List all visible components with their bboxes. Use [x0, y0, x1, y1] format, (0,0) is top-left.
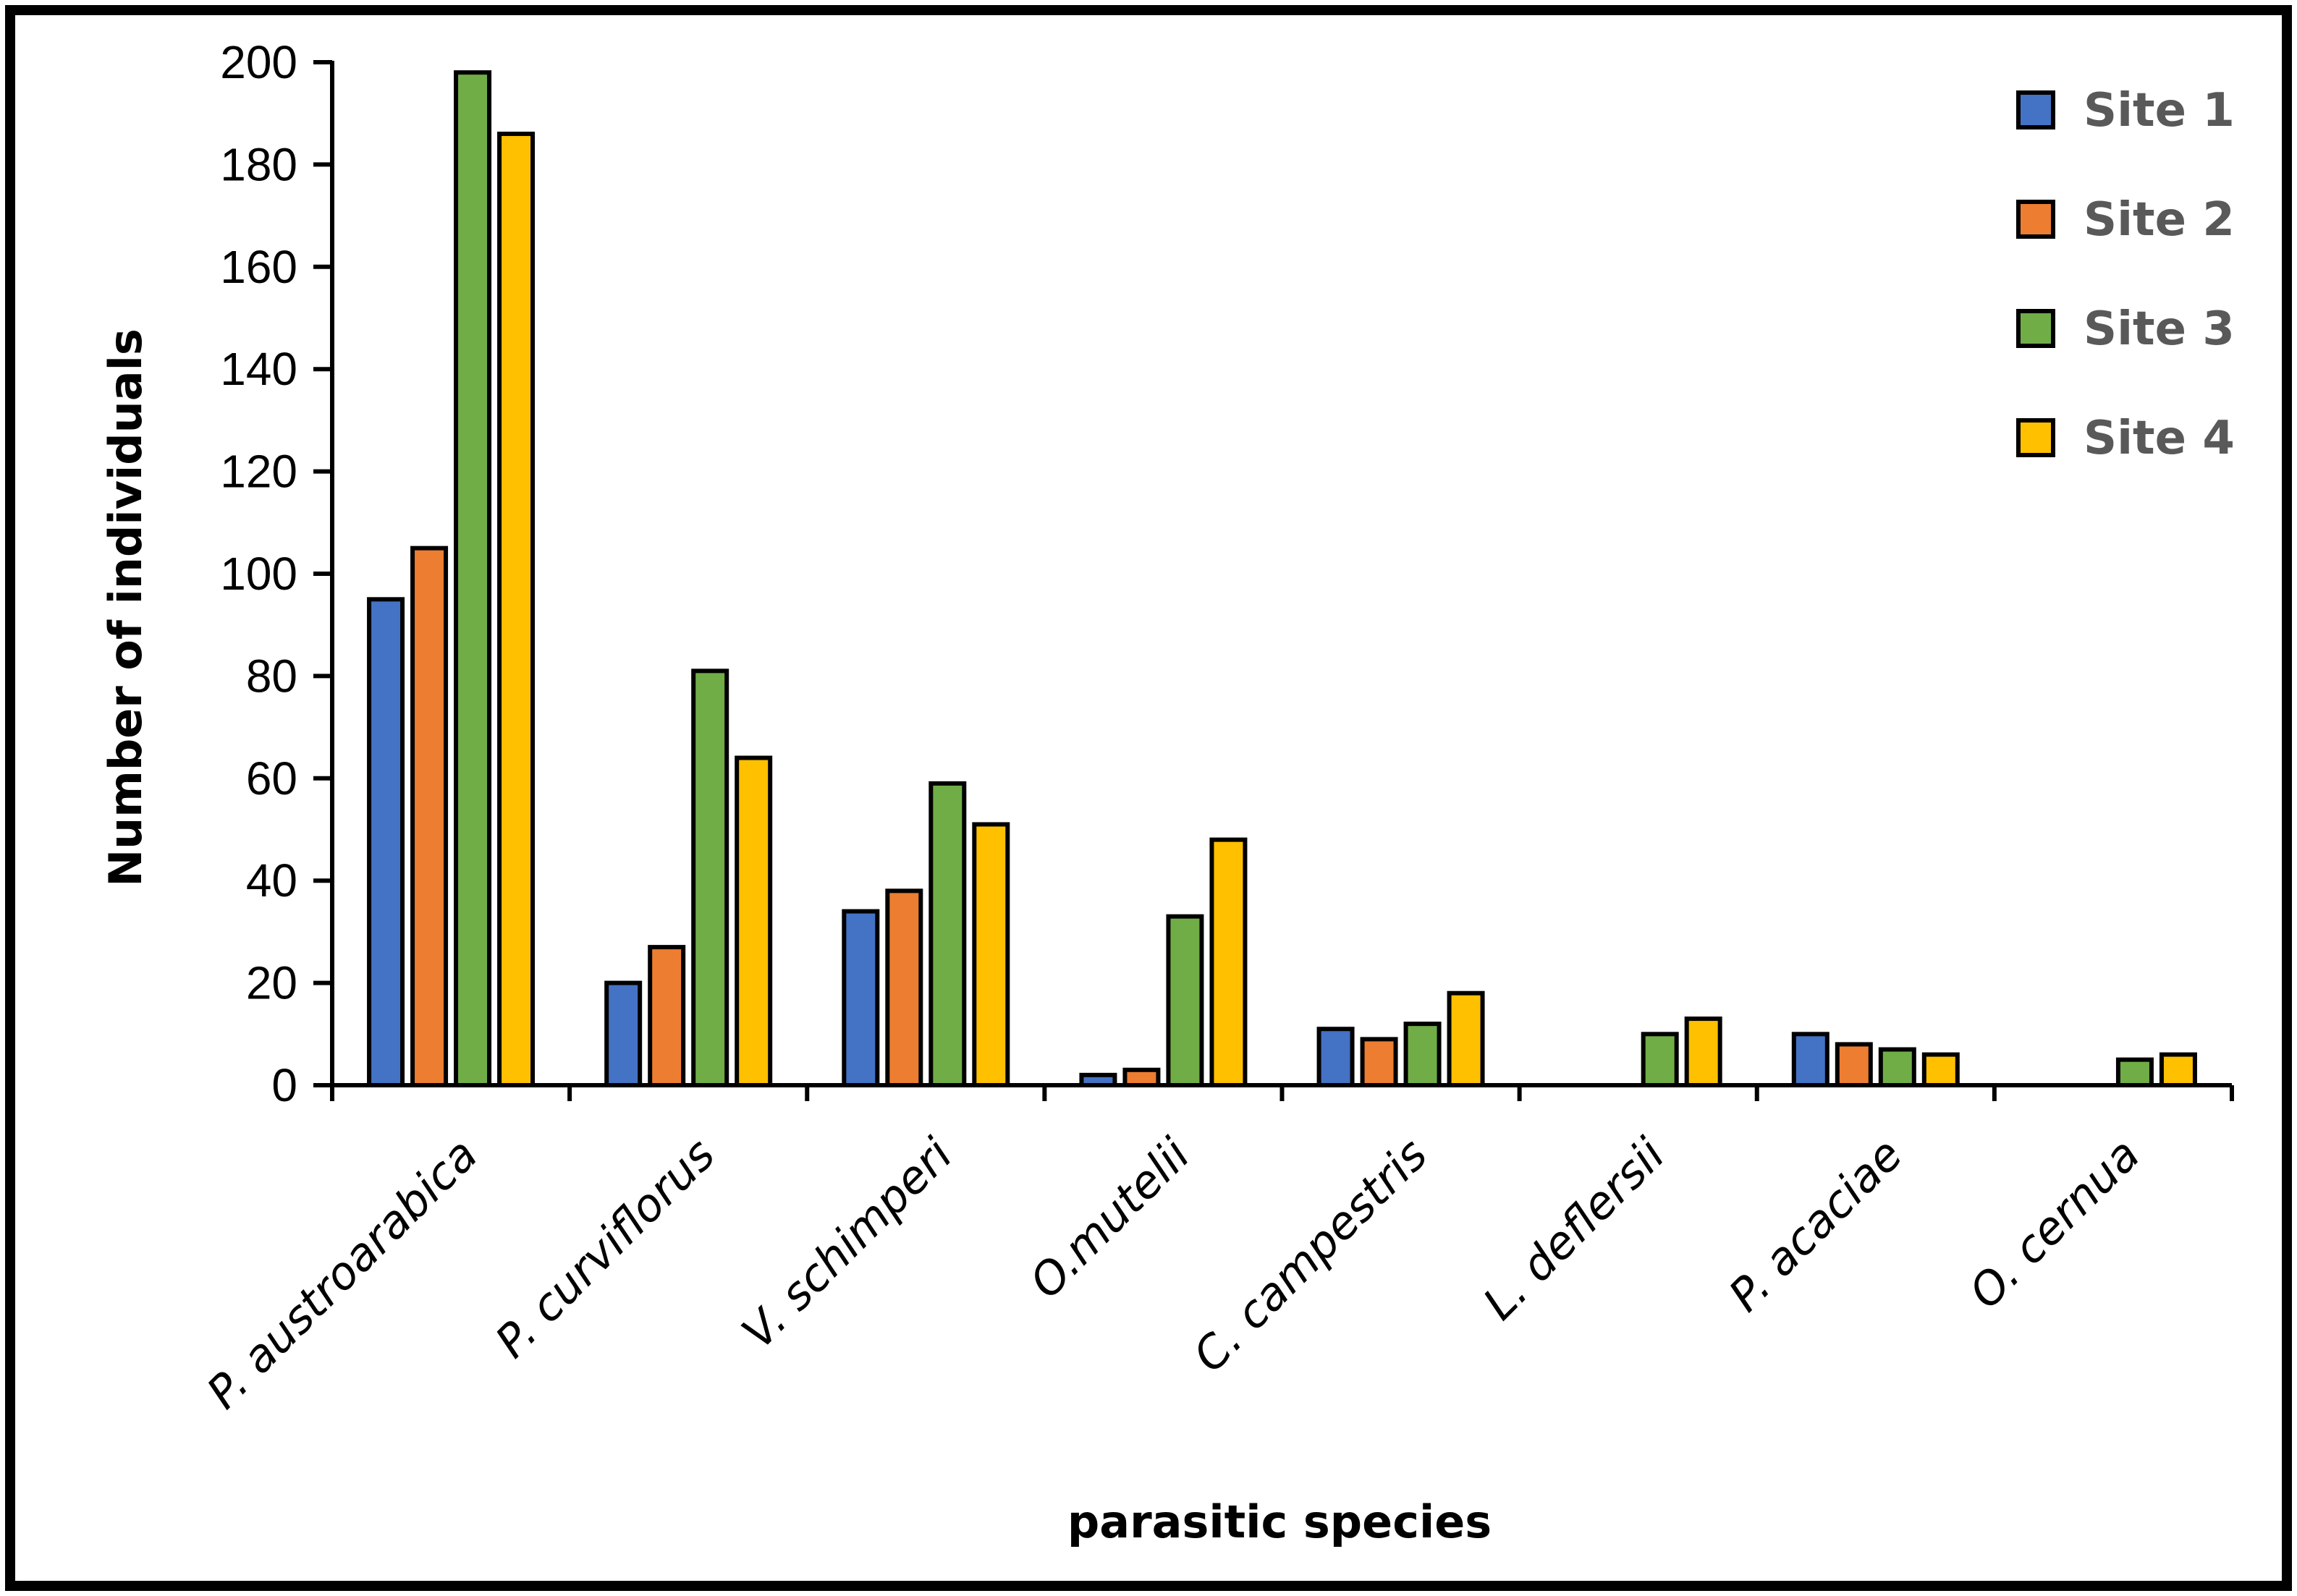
y-tick-label: 180 [220, 138, 297, 190]
bar [1209, 837, 1248, 1087]
bar [410, 546, 449, 1087]
y-tick-label: 0 [271, 1059, 297, 1111]
bar [454, 70, 492, 1087]
bar [842, 909, 880, 1087]
legend-swatch [2016, 418, 2055, 457]
y-tick-label: 120 [220, 446, 297, 498]
y-tick-label: 140 [220, 343, 297, 395]
bar [604, 980, 643, 1087]
legend-swatch [2016, 309, 2055, 348]
bar [735, 755, 773, 1088]
bar [885, 888, 923, 1087]
legend-swatch [2016, 200, 2055, 239]
bar [1403, 1022, 1442, 1088]
x-axis-title: parasitic species [1067, 1495, 1492, 1548]
bar [1122, 1067, 1161, 1088]
bar [1835, 1042, 1873, 1087]
y-tick-label: 160 [220, 241, 297, 293]
legend-label: Site 1 [2084, 84, 2235, 137]
bar [928, 781, 967, 1087]
legend-label: Site 3 [2084, 302, 2235, 356]
y-tick-label: 60 [246, 752, 297, 805]
legend-label: Site 2 [2084, 193, 2235, 247]
y-tick-label: 40 [246, 854, 297, 907]
bar [2115, 1057, 2154, 1088]
chart-border [5, 5, 2292, 1591]
bar [1921, 1052, 1960, 1087]
bar [1316, 1027, 1355, 1087]
bars-layer [367, 70, 2197, 1088]
y-tick-label: 100 [220, 548, 297, 600]
bar [1878, 1047, 1916, 1088]
bar [367, 597, 405, 1087]
bar [497, 131, 536, 1088]
bar [2159, 1052, 2197, 1087]
bar [972, 822, 1010, 1088]
legend: Site 1 Site 2 Site 3 Site 4 [2016, 84, 2235, 465]
bar [1791, 1032, 1829, 1088]
bar [1447, 990, 1485, 1087]
bar [1641, 1032, 1679, 1088]
legend-swatch [2016, 90, 2055, 130]
bar [691, 668, 729, 1087]
y-tick-label: 200 [220, 36, 297, 88]
bar [1360, 1037, 1398, 1087]
y-tick-label: 20 [246, 957, 297, 1009]
bar [1684, 1016, 1722, 1087]
bar [648, 945, 686, 1087]
y-tick-label: 80 [246, 650, 297, 702]
legend-label: Site 4 [2084, 412, 2235, 465]
bar [1166, 914, 1204, 1087]
y-axis-title: Number of individuals [99, 328, 152, 887]
